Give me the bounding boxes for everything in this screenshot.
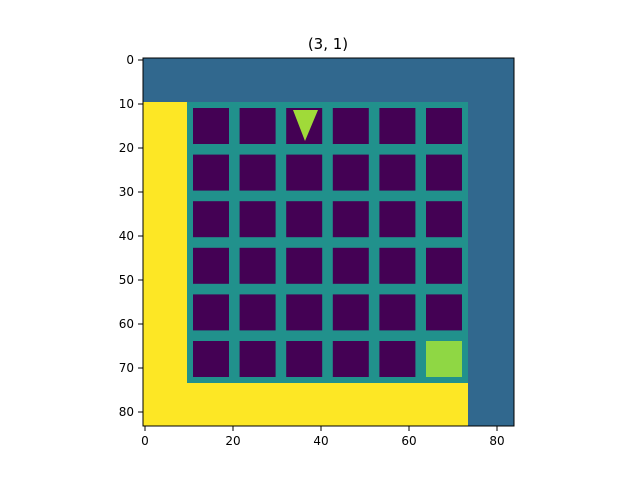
floor-cell	[239, 108, 276, 144]
floor-cell	[193, 341, 229, 377]
x-tick-label: 40	[313, 434, 328, 448]
bottom-wall	[143, 382, 468, 426]
floor-cell	[379, 108, 416, 144]
y-tick-label: 30	[119, 185, 134, 199]
y-tick-label: 60	[119, 317, 134, 331]
floor-cell	[426, 201, 462, 238]
floor-cell	[286, 294, 323, 331]
floor-cell	[379, 154, 416, 191]
floor-cell	[426, 294, 462, 331]
y-tick-label: 80	[119, 405, 134, 419]
floor-cell	[239, 294, 276, 331]
floor-cell	[193, 247, 229, 284]
agent-triangle	[293, 110, 318, 141]
floor-cell	[379, 247, 416, 284]
floor-cell	[332, 294, 369, 331]
y-tick-label: 0	[126, 53, 134, 67]
floor-cell	[193, 108, 229, 144]
floor-cell	[332, 108, 369, 144]
board-gridlines	[187, 102, 468, 383]
floor-cell	[332, 154, 369, 191]
y-tick-label: 70	[119, 361, 134, 375]
floor-cell	[286, 341, 323, 377]
floor-cell	[239, 247, 276, 284]
x-tick-label: 60	[401, 434, 416, 448]
floor-cell	[239, 154, 276, 191]
floor-cell	[426, 247, 462, 284]
plot-title: (3, 1)	[308, 35, 348, 53]
x-tick-label: 80	[489, 434, 504, 448]
floor-cell	[193, 201, 229, 238]
floor-cell	[379, 201, 416, 238]
x-axis: 0 20 40 60 80	[141, 426, 505, 448]
floor-cell	[286, 201, 323, 238]
x-tick-label: 0	[141, 434, 149, 448]
game-frame	[143, 58, 514, 426]
y-tick-label: 10	[119, 97, 134, 111]
plot-frame	[142, 57, 515, 427]
floor-cell	[332, 247, 369, 284]
floor-cell	[332, 341, 369, 377]
goal-cell	[426, 341, 462, 377]
floor-cell	[379, 341, 416, 377]
y-axis: 0 10 20 30 40 50 60 70 80	[119, 53, 143, 419]
floor-cell	[286, 154, 323, 191]
y-tick-label: 20	[119, 141, 134, 155]
floor-cell	[286, 247, 323, 284]
x-tick-label: 20	[225, 434, 240, 448]
y-tick-label: 50	[119, 273, 134, 287]
y-tick-label: 40	[119, 229, 134, 243]
floor-cell	[239, 341, 276, 377]
floor-cell	[426, 154, 462, 191]
floor-cell	[379, 294, 416, 331]
floor-cell	[426, 108, 462, 144]
floor-cell	[332, 201, 369, 238]
floor-cell	[239, 201, 276, 238]
floor-cell	[193, 154, 229, 191]
floor-cell	[193, 294, 229, 331]
left-wall	[143, 102, 187, 426]
